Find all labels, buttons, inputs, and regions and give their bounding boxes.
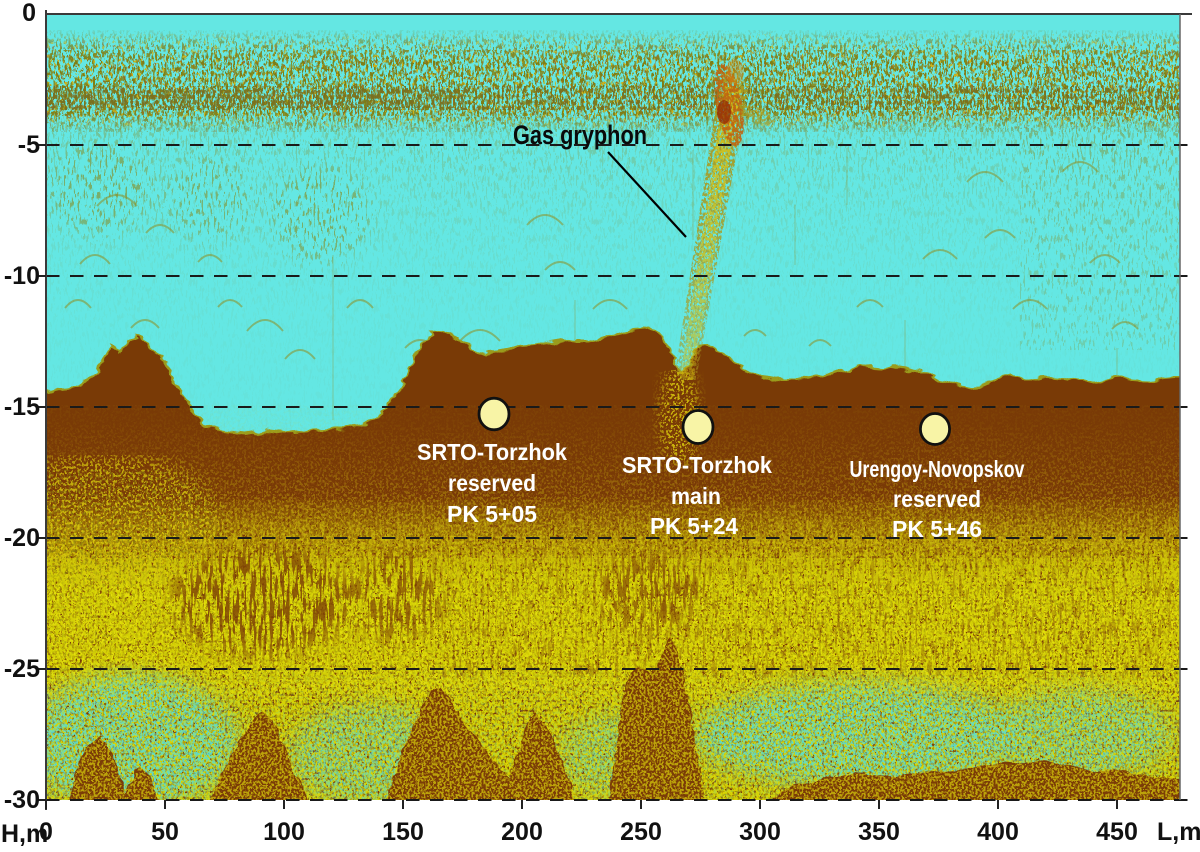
svg-text:-15: -15 bbox=[4, 393, 40, 421]
svg-text:400: 400 bbox=[977, 818, 1019, 846]
svg-text:reserved: reserved bbox=[893, 486, 981, 512]
svg-text:L,m: L,m bbox=[1157, 818, 1200, 846]
svg-text:Gas gryphon: Gas gryphon bbox=[513, 120, 647, 150]
svg-text:reserved: reserved bbox=[448, 470, 536, 496]
svg-text:300: 300 bbox=[739, 818, 781, 846]
svg-text:150: 150 bbox=[382, 818, 424, 846]
svg-text:PK 5+24: PK 5+24 bbox=[650, 513, 738, 539]
svg-text:-10: -10 bbox=[4, 262, 40, 290]
svg-text:-25: -25 bbox=[4, 655, 40, 683]
svg-text:350: 350 bbox=[858, 818, 900, 846]
svg-text:PK 5+46: PK 5+46 bbox=[892, 516, 982, 542]
svg-text:0: 0 bbox=[22, 0, 36, 27]
svg-text:-5: -5 bbox=[18, 131, 40, 159]
svg-text:H,m: H,m bbox=[1, 820, 48, 848]
svg-text:250: 250 bbox=[620, 818, 662, 846]
svg-text:SRTO-Torzhok: SRTO-Torzhok bbox=[417, 439, 567, 465]
svg-text:50: 50 bbox=[151, 818, 179, 846]
svg-text:100: 100 bbox=[263, 818, 305, 846]
svg-text:450: 450 bbox=[1096, 818, 1138, 846]
svg-text:-30: -30 bbox=[4, 786, 40, 814]
svg-text:-20: -20 bbox=[4, 524, 40, 552]
svg-text:PK 5+05: PK 5+05 bbox=[447, 501, 537, 527]
svg-text:0: 0 bbox=[39, 818, 53, 846]
svg-text:main: main bbox=[671, 483, 721, 509]
svg-text:Urengoy-Novopskov: Urengoy-Novopskov bbox=[850, 456, 1025, 482]
svg-text:SRTO-Torzhok: SRTO-Torzhok bbox=[622, 452, 772, 478]
svg-text:200: 200 bbox=[501, 818, 543, 846]
